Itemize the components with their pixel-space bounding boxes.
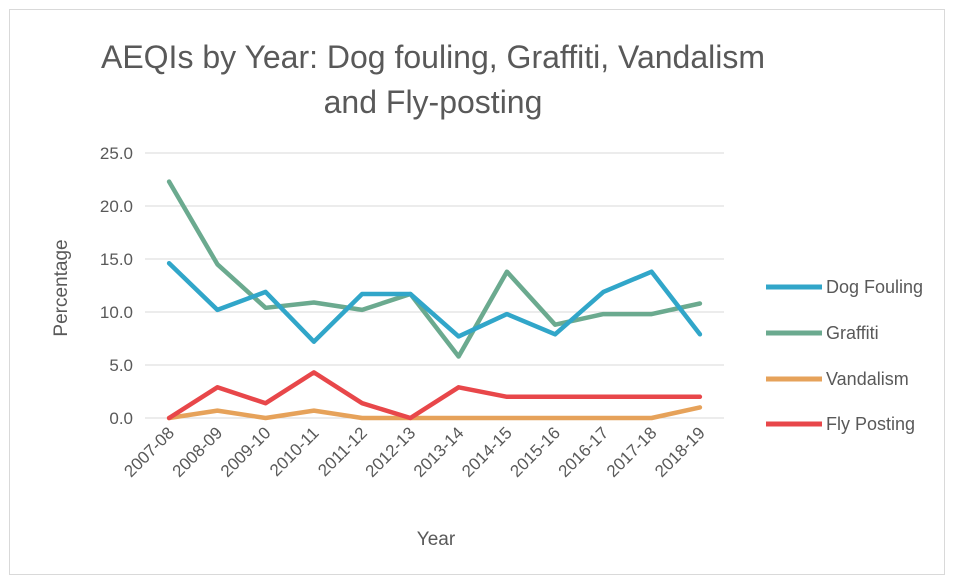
series-line-vandalism — [166, 405, 703, 421]
chart-frame — [9, 9, 945, 575]
series-line-dog-fouling — [166, 260, 703, 344]
series-lines — [166, 179, 703, 421]
y-tick-label: 0.0 — [109, 409, 133, 428]
y-tick-label: 15.0 — [100, 250, 133, 269]
x-tick-label: 2015-16 — [506, 423, 564, 481]
series-line-graffiti — [166, 179, 703, 359]
legend-label-dog-fouling: Dog Fouling — [826, 277, 923, 297]
gridlines — [145, 152, 724, 366]
legend-label-graffiti: Graffiti — [826, 323, 879, 343]
x-tick-label: 2011-12 — [314, 423, 371, 480]
y-tick-label: 10.0 — [100, 303, 133, 322]
x-tick-label: 2010-11 — [266, 423, 323, 480]
x-axis-ticks: 2007-082008-092009-102010-112011-122012-… — [120, 423, 708, 481]
x-tick-label: 2009-10 — [217, 423, 275, 481]
legend: Dog Fouling Graffiti Vandalism Fly Posting — [766, 277, 923, 434]
x-tick-label: 2017-18 — [603, 423, 661, 481]
x-tick-label: 2013-14 — [410, 423, 468, 481]
x-tick-label: 2014-15 — [458, 423, 516, 481]
y-axis-ticks: 0.0 5.0 10.0 15.0 20.0 25.0 — [100, 144, 133, 428]
x-tick-label: 2008-09 — [169, 423, 227, 481]
chart-title-line-1: AEQIs by Year: Dog fouling, Graffiti, Va… — [101, 39, 765, 75]
legend-label-vandalism: Vandalism — [826, 369, 909, 389]
x-tick-label: 2016-17 — [555, 423, 613, 481]
y-axis-label: Percentage — [51, 239, 72, 336]
x-axis-label: Year — [417, 529, 456, 550]
series-line-fly-posting — [166, 370, 703, 421]
y-tick-label: 20.0 — [100, 197, 133, 216]
legend-label-fly-posting: Fly Posting — [826, 414, 915, 434]
chart-title: AEQIs by Year: Dog fouling, Graffiti, Va… — [101, 39, 765, 120]
y-tick-label: 25.0 — [100, 144, 133, 163]
x-tick-label: 2018-19 — [651, 423, 709, 481]
x-tick-label: 2012-13 — [362, 423, 420, 481]
x-tick-label: 2007-08 — [120, 423, 178, 481]
y-tick-label: 5.0 — [109, 356, 133, 375]
chart-title-line-2: and Fly-posting — [324, 84, 543, 120]
